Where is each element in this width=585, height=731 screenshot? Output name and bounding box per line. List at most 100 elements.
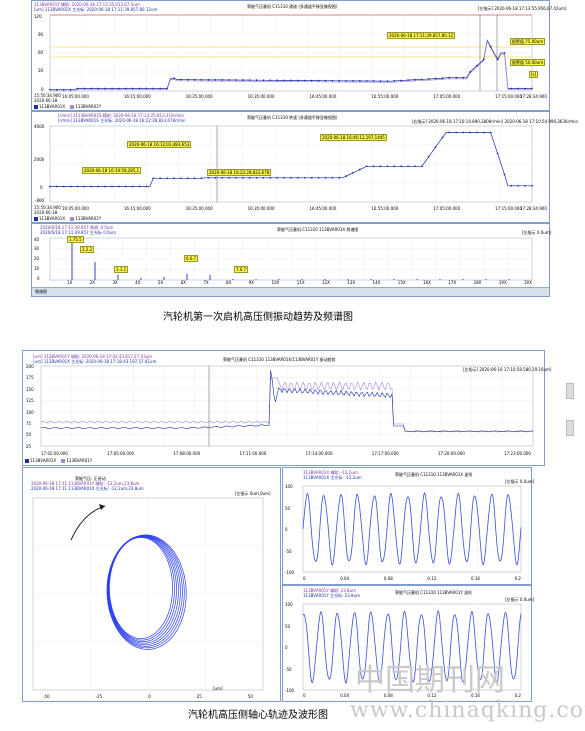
trend-point [503, 52, 506, 54]
speed-point [221, 176, 224, 179]
y-tick: 20 [34, 256, 40, 261]
speed-point [262, 176, 265, 179]
speed-point [117, 185, 120, 188]
speed-point [152, 177, 155, 180]
waveform-trace [302, 610, 522, 684]
waveform-y-panel[interactable]: 113BVAR01Y 辅助: 23.8um 113BVAR01Y 主光标: 23… [282, 585, 534, 702]
right-readout: [左指示 0um,0um] [235, 491, 271, 496]
speed-trend-panel[interactable]: [r/min] 1113BVAR01S 辅助: 2020-06-18 17:13… [31, 111, 578, 223]
speed-point [179, 177, 182, 180]
peak-label: 3.1.1 [114, 266, 129, 273]
peak-label: 7.6.7 [234, 266, 249, 273]
trend-point [69, 88, 72, 91]
unit-box: [s] [529, 71, 539, 78]
speed-point [186, 177, 189, 180]
trend-point [393, 79, 396, 82]
trend-point [310, 79, 313, 82]
status-tab[interactable]: 频谱图 [35, 289, 47, 294]
x-axis-ticks: -50 -25 0 25 50 [43, 694, 253, 699]
trend-chart-3[interactable] [23, 351, 544, 465]
legend-swatch-x [25, 459, 29, 463]
trend-point [152, 87, 155, 90]
unit-label: [um] [213, 686, 223, 691]
trend-point [324, 79, 327, 82]
peak-label: 1.75.5 [67, 236, 84, 243]
legend-swatch-y [61, 459, 66, 463]
trend-point [117, 87, 120, 90]
trend-point [62, 88, 65, 91]
cursor-main-readout: [um] 113BVAR01X 主光标: 2020-06-18 17:11:39… [34, 7, 158, 12]
y-tick: 175 [26, 375, 34, 381]
speed-point [338, 176, 341, 179]
cursor-aux-readout: 113BVAR01X 辅助: -12.2um [303, 470, 358, 475]
cursor-aux-readout: [um] 113BVAR01Y 辅助: 2020-06-18 17:02:43.… [33, 354, 153, 359]
value-box: 2020-06-18 16:19:58,285,1 [82, 167, 142, 174]
side-scroll-handle-2[interactable] [566, 420, 574, 436]
y-tick: 0 [40, 185, 43, 190]
right-readout: [左指示] 2020-06-18 17:13:55.956,67.42um] [478, 6, 567, 11]
speed-point [55, 185, 58, 188]
legend[interactable]: 113BVAR01X 113BVAR01Y [34, 216, 101, 221]
orbit-chart[interactable] [23, 468, 280, 701]
trace-y [40, 377, 534, 433]
speed-point [531, 184, 533, 187]
y-tick: 200 [26, 364, 34, 369]
speed-point [517, 184, 520, 187]
y-tick: 50 [285, 623, 291, 629]
speed-point [269, 176, 272, 179]
waveform-x-panel[interactable]: 113BVAR01X 辅助: -12.2um 113BVAR01X 主光标: -… [282, 467, 534, 585]
speed-point [235, 176, 237, 179]
vibration-trend-panel-2[interactable]: [um] 113BVAR01Y 辅助: 2020-06-18 17:02:43.… [22, 350, 552, 466]
panel-title: 荣能气压塞机 C11310 通道 (多通道平移显微视图) [247, 4, 338, 9]
speed-point [69, 185, 72, 188]
trend-point [317, 79, 320, 82]
cursor-main-readout: [r/min] 113BVAR01S 主光标: 2020-06-18 16:22… [58, 118, 186, 123]
trend-point [262, 79, 265, 82]
speed-point [476, 131, 478, 134]
watermark-url: www.chinaqking.com [350, 698, 585, 723]
speed-point [352, 171, 354, 174]
speed-point [448, 131, 451, 134]
y-tick: 0 [285, 645, 288, 650]
spectrum-chart[interactable] [32, 224, 549, 296]
peak-label: 6.6.7 [184, 255, 199, 262]
trend-point [303, 79, 306, 82]
trend-chart-2[interactable] [32, 112, 549, 222]
panel-title: 荣能气压塞机 C11310 113BVAR01X 波形 [395, 472, 473, 477]
side-scroll-handle[interactable] [566, 383, 574, 399]
speed-point [455, 131, 458, 134]
cursor-main-readout: 113BVAR01Y 主光标: 23.8um [303, 593, 361, 598]
vibration-trend-panel[interactable]: 113BVAR01Y 辅助: 2020-06-18 17:13:35.013,6… [31, 0, 567, 111]
trend-point [434, 77, 437, 80]
legend[interactable]: 113BVAR01X 113BVAR01Y [34, 104, 101, 109]
figure-caption-1: 汽轮机第一次启机高压侧振动趋势及频谱图 [163, 312, 353, 323]
y-tick: 2000 [34, 157, 45, 162]
y-tick: 150 [26, 386, 34, 392]
trend-point [386, 80, 389, 83]
trend-point [517, 87, 520, 90]
speed-point [296, 176, 299, 179]
legend[interactable]: 113BVAR01X 113BVAR01Y [25, 458, 92, 463]
spectrum-panel[interactable]: 2020/6/18 17:11:39.857 频谱: 0.0um 2020/6/… [31, 223, 551, 297]
y-tick: -800 [35, 198, 45, 203]
speed-point [228, 176, 230, 179]
waveform-chart-x[interactable] [283, 468, 531, 584]
x-axis-ticks: 0 0.04 0.08 0.12 0.16 0.2 [303, 576, 521, 581]
speed-point [49, 185, 51, 188]
speed-point [159, 177, 162, 180]
orbit-panel[interactable]: 荣能气压: 正进动 2020-06-18 17:11 113BVAR01Y 辅助… [22, 467, 281, 702]
trend-point [489, 45, 492, 48]
speed-point [193, 177, 196, 180]
trace-x [40, 370, 534, 432]
x-axis-ticks: 0 0.04 0.08 0.12 0.16 0.2 [303, 693, 521, 698]
right-readout: [左指示] 2020-06-18 17:10:58.580,29.16um] [463, 367, 552, 372]
speed-point [173, 177, 175, 180]
date-end: 17:28:34.900 [520, 94, 547, 99]
y-tick: 4000 [34, 124, 45, 129]
waveform-chart-y[interactable] [283, 586, 531, 701]
y-tick: 60 [38, 50, 44, 55]
speed-point [496, 152, 499, 155]
legend-swatch-x [34, 105, 38, 109]
speed-point [407, 165, 409, 168]
trend-point [276, 79, 279, 82]
